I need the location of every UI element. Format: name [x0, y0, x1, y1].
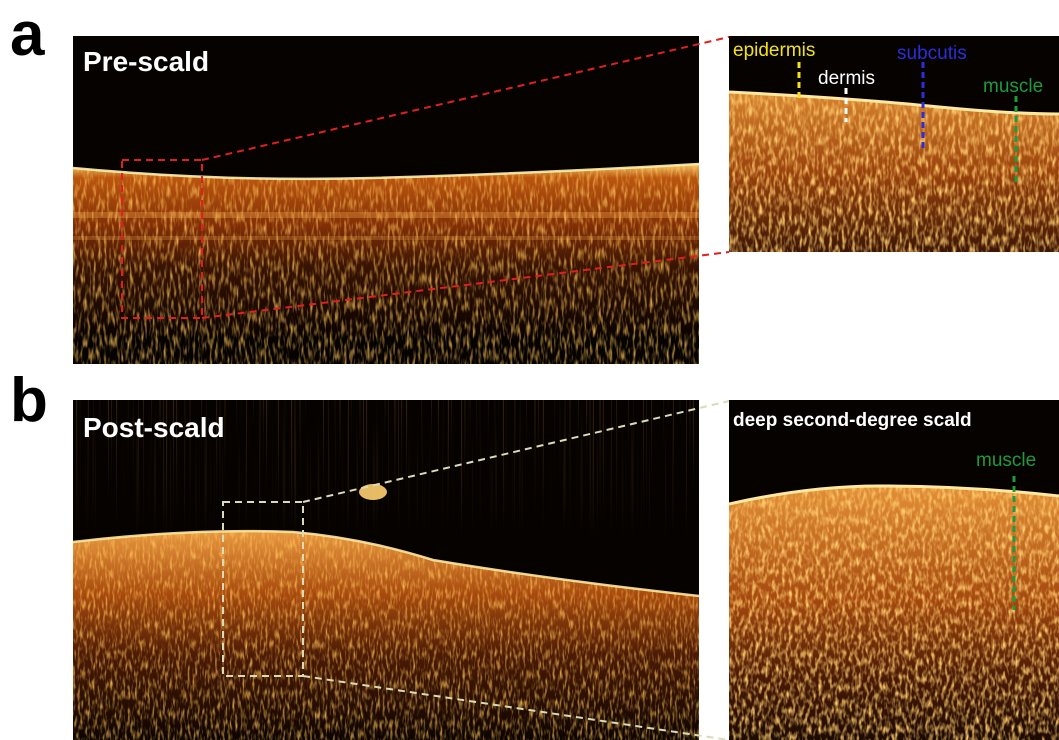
panel-b-title: Post-scald: [83, 412, 225, 443]
label-dermis: dermis: [818, 68, 876, 89]
zoom-b-title: deep second-degree scald: [733, 410, 972, 431]
panel-letter-b: b: [10, 366, 48, 435]
panel-letter-a: a: [10, 0, 45, 69]
panel-a-main-image: Pre-scald: [73, 36, 699, 364]
label-muscle-b: muscle: [976, 450, 1037, 471]
panel-a-zoom-image: [729, 36, 1059, 252]
panel-b-zoom-image: [729, 400, 1059, 740]
label-muscle-a: muscle: [983, 76, 1044, 97]
label-subcutis: subcutis: [897, 43, 967, 64]
label-epidermis: epidermis: [733, 40, 816, 61]
panel-a-title: Pre-scald: [83, 46, 210, 77]
panel-b-main-image: Post-scald: [73, 400, 699, 740]
